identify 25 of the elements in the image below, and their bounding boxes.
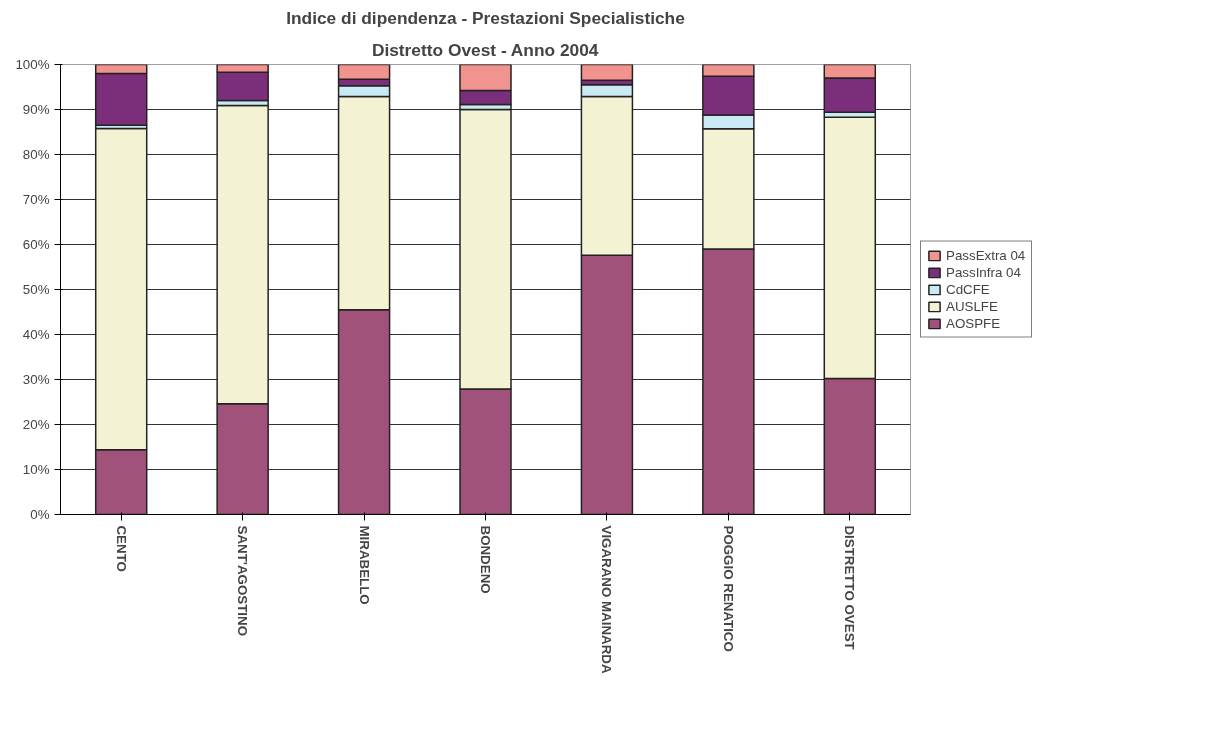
y-tick-label: 0% (30, 507, 50, 522)
legend-label: AUSLFE (946, 298, 998, 314)
y-tick-label: 30% (22, 372, 50, 387)
x-tick-label: MIRABELLO (356, 525, 372, 605)
chart-subtitle: Distretto Ovest - Anno 2004 (371, 39, 599, 60)
x-tick-label: BONDENO (478, 525, 493, 594)
x-tick-label: SANT'AGOSTINO (235, 525, 251, 637)
legend-label: PassInfra 04 (946, 264, 1021, 280)
y-tick-label: 70% (22, 192, 50, 207)
legend-label: AOSPFE (946, 315, 1001, 331)
y-tick-label: 20% (22, 417, 50, 432)
x-tick-label: CENTO (113, 525, 129, 572)
y-tick-label: 80% (22, 147, 50, 162)
y-tick-label: 90% (22, 102, 50, 117)
y-tick-label: 10% (22, 462, 50, 477)
y-tick-label: 50% (22, 282, 50, 297)
x-tick-label: POGGIO RENATICO (720, 525, 736, 652)
legend-label: PassExtra 04 (946, 247, 1026, 263)
x-tick-label: VIGARANO MAINARDA (599, 525, 615, 674)
y-tick-label: 40% (22, 327, 50, 342)
legend-label: CdCFE (946, 281, 990, 297)
y-tick-label: 60% (22, 237, 50, 252)
chart-title: Indice di dipendenza - Prestazioni Specialistiche (286, 7, 686, 28)
x-tick-label: DISTRETTO OVEST (842, 525, 858, 650)
y-tick-label: 100% (15, 57, 50, 72)
